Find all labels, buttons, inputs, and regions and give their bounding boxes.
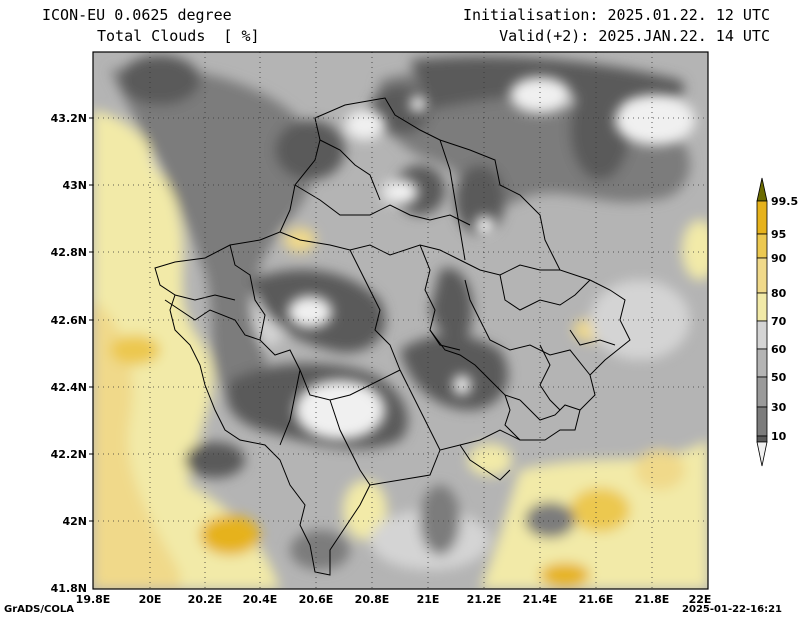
y-tick-label: 42.6N: [51, 314, 87, 327]
colorbar-segment: [756, 435, 768, 443]
colorbar-segment: [756, 320, 768, 350]
colorbar-label: 30: [771, 401, 787, 414]
x-tick-label: 20E: [139, 593, 162, 606]
colorbar-top-arrow: [756, 177, 768, 202]
x-tick-label: 21.8E: [635, 593, 670, 606]
x-tick-label: 20.8E: [355, 593, 390, 606]
x-tick-label: 22E: [689, 593, 712, 606]
y-axis: 43.2N 43N 42.8N 42.6N 42.4N 42.2N 42N 41…: [51, 112, 93, 595]
colorbar-label: 10: [771, 430, 787, 443]
colorbar-label: 95: [771, 228, 786, 241]
colorbar-segment: [756, 348, 768, 378]
colorbar-segment: [756, 233, 768, 259]
colorbar-segment: [756, 257, 768, 294]
x-tick-label: 19.8E: [76, 593, 111, 606]
initialisation-label: Initialisation: 2025.01.22. 12 UTC: [462, 6, 770, 24]
software-credit: GrADS/COLA: [4, 604, 74, 615]
x-tick-label: 21E: [417, 593, 440, 606]
y-tick-label: 42.2N: [51, 448, 87, 461]
colorbar-segment: [756, 292, 768, 322]
colorbar-label: 99.5: [771, 195, 798, 208]
colorbar-label: 50: [771, 371, 787, 384]
colorbar-bottom-arrow: [756, 441, 768, 467]
y-tick-label: 43.2N: [51, 112, 87, 125]
cloud-field: [93, 52, 708, 589]
x-tick-label: 20.4E: [243, 593, 278, 606]
borders: [154, 97, 631, 576]
valid-time-label: Valid(+2): 2025.JAN.22. 14 UTC: [499, 27, 770, 45]
colorbar-segment: [756, 406, 768, 437]
model-title: ICON-EU 0.0625 degree: [42, 6, 232, 24]
colorbar-label: 80: [771, 287, 787, 300]
field-title: Total Clouds [ %]: [97, 27, 260, 45]
x-tick-label: 21.4E: [523, 593, 558, 606]
x-tick-label: 21.2E: [467, 593, 502, 606]
x-axis: 19.8E 20E 20.2E 20.4E 20.6E 20.8E 21E 21…: [76, 593, 712, 606]
y-tick-label: 42N: [62, 515, 87, 528]
render-timestamp: 2025-01-22-16:21: [682, 604, 782, 615]
x-tick-label: 21.6E: [579, 593, 614, 606]
x-tick-label: 20.6E: [299, 593, 334, 606]
y-tick-label: 42.4N: [51, 381, 87, 394]
y-tick-label: 43N: [62, 179, 87, 192]
y-tick-label: 41.8N: [51, 582, 87, 595]
colorbar-label: 70: [771, 315, 787, 328]
y-tick-label: 42.8N: [51, 246, 87, 259]
colorbar: 99.5 95 90 80 70 60 50 30 10: [756, 177, 798, 467]
x-tick-label: 20.2E: [188, 593, 223, 606]
colorbar-label: 60: [771, 343, 787, 356]
colorbar-segment: [756, 376, 768, 408]
colorbar-label: 90: [771, 252, 787, 265]
colorbar-segment: [756, 200, 768, 235]
